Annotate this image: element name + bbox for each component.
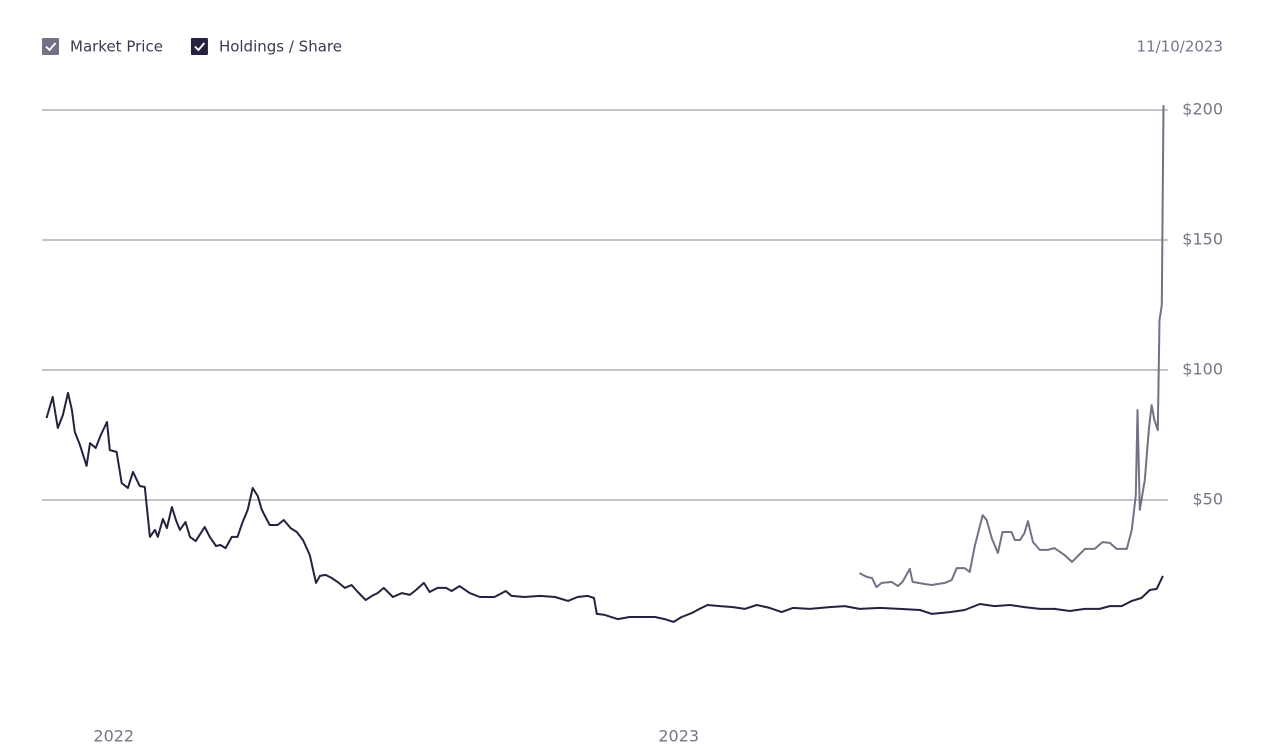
legend-check[interactable] xyxy=(194,42,206,52)
series-line xyxy=(45,391,1164,623)
date-label: 11/10/2023 xyxy=(1137,38,1223,56)
legend-checkbox[interactable] xyxy=(190,38,208,55)
legend-checkbox[interactable] xyxy=(42,38,59,55)
legend-label[interactable]: Market Price xyxy=(70,38,163,56)
y-tick-label: $150 xyxy=(1182,230,1223,249)
series-line xyxy=(859,105,1165,589)
legend-check[interactable] xyxy=(45,42,57,52)
legend-label[interactable]: Holdings / Share xyxy=(219,38,342,56)
y-tick-label: $50 xyxy=(1192,490,1223,509)
y-tick-label: $200 xyxy=(1182,100,1223,119)
x-tick-label: 2022 xyxy=(93,727,134,746)
y-tick-label: $100 xyxy=(1182,360,1223,379)
x-tick-label: 2023 xyxy=(658,727,699,746)
